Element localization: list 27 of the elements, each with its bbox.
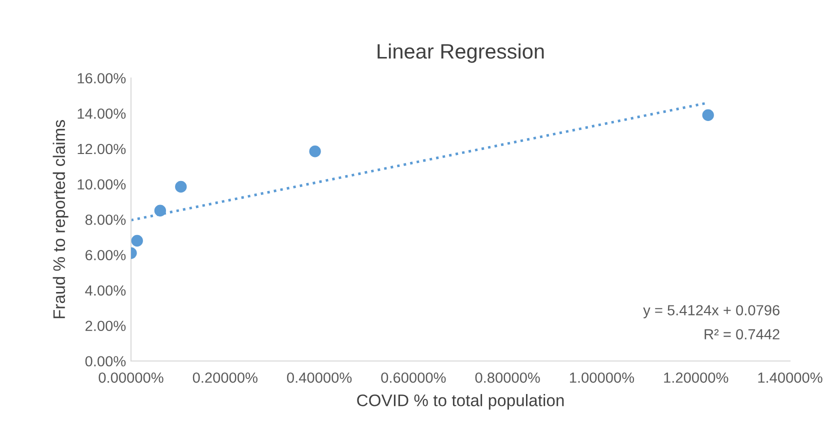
point — [702, 109, 714, 121]
x-tick-label: 1.00000% — [570, 372, 634, 383]
x-tick-label: 0.00000% — [98, 372, 164, 383]
x-tick-label: 1.40000% — [758, 372, 822, 383]
point — [154, 204, 166, 216]
y-tick-label: 12.00% — [78, 144, 126, 154]
point — [131, 234, 143, 247]
annotation: R² = 0.7442 — [704, 329, 780, 340]
x-tick-label: 1.20000% — [664, 372, 728, 383]
y-tick-label: 0.00% — [85, 356, 126, 366]
y-tick-label: 16.00% — [78, 73, 126, 84]
x-tick-label: 0.60000% — [381, 372, 446, 383]
chart-title: Linear Regression — [378, 43, 544, 63]
y-tick-label: 4.00% — [85, 285, 126, 296]
y-tick-label: 6.00% — [86, 250, 126, 260]
y-tick-label: 10.00% — [78, 179, 126, 190]
y-tick-label: 8.00% — [85, 214, 126, 225]
point — [175, 180, 187, 193]
annotation: y = 5.4124x + 0.0796 — [643, 305, 780, 318]
y-axis-title: Fraud % to reported claims — [52, 120, 68, 318]
y-tick-label: 2.00% — [86, 320, 126, 332]
x-tick-label: 0.80000% — [475, 372, 540, 383]
point — [309, 146, 321, 158]
x-tick-label: 0.20000% — [192, 372, 258, 383]
y-tick-label: 14.00% — [78, 108, 126, 119]
x-axis-title: COVID % to total population — [357, 394, 564, 410]
x-tick-label: 0.40000% — [287, 372, 352, 383]
